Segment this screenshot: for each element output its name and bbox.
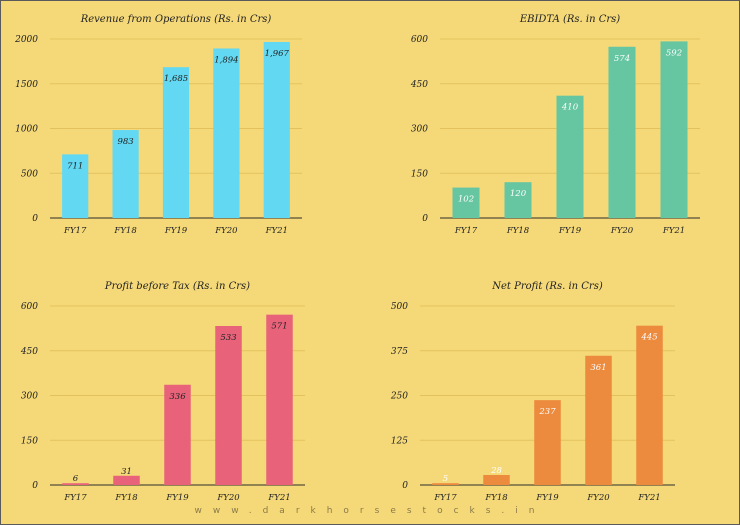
bar xyxy=(62,483,89,485)
bar xyxy=(62,154,89,218)
watermark: www.darkhorsestocks.in xyxy=(194,506,546,516)
y-tick-label: 150 xyxy=(21,436,38,446)
y-tick-label: 300 xyxy=(21,392,38,402)
chart-net-profit-svg: Net Profit (Rs. in Crs) 0 125 250 375 500 5 FY1… xyxy=(390,281,675,503)
bar xyxy=(113,475,140,485)
y-tick-label: 500 xyxy=(391,302,408,312)
y-tick-label: 600 xyxy=(21,302,38,312)
bar-value-label: 237 xyxy=(538,407,556,417)
chart-pbt: Profit before Tax (Rs. in Crs) 0 150 300 450… xyxy=(0,262,370,524)
bar xyxy=(660,41,688,219)
x-tick-label: FY20 xyxy=(216,493,240,503)
chart-title: Profit before Tax (Rs. in Crs) xyxy=(104,281,250,292)
chart-title: EBIDTA (Rs. in Crs) xyxy=(519,14,620,25)
x-tick-label: FY21 xyxy=(265,226,288,236)
chart-net-profit: Net Profit (Rs. in Crs) 0 125 250 375 500 5 FY1… xyxy=(370,262,740,524)
y-tick-label: 0 xyxy=(422,214,428,224)
y-tick-label: 2000 xyxy=(14,35,38,45)
bar-value-label: 711 xyxy=(67,161,83,171)
y-tick-label: 300 xyxy=(411,125,428,135)
bar xyxy=(483,474,510,485)
bar-value-label: 6 xyxy=(73,474,79,484)
y-tick-label: 150 xyxy=(411,169,428,179)
chart-ebidta-svg: EBIDTA (Rs. in Crs) 0 150 300 450 600 102 FY17 1… xyxy=(410,14,700,236)
bar xyxy=(608,46,636,218)
chart-pbt-svg: Profit before Tax (Rs. in Crs) 0 150 300 450… xyxy=(20,281,305,503)
bar-value-label: 336 xyxy=(169,392,186,402)
bar-value-label: 983 xyxy=(117,137,133,147)
x-tick-label: FY19 xyxy=(165,493,189,503)
bar xyxy=(164,384,191,485)
bar xyxy=(112,130,139,218)
x-tick-label: FY18 xyxy=(506,226,530,236)
x-tick-label: FY17 xyxy=(63,493,87,503)
chart-revenue-svg: Revenue from Operations (Rs. in Crs) 0 500… xyxy=(14,14,302,236)
y-tick-label: 0 xyxy=(32,214,38,224)
bar xyxy=(636,325,663,485)
bar xyxy=(215,325,242,485)
x-tick-label: FY19 xyxy=(535,493,559,503)
bar-value-label: 28 xyxy=(490,466,502,476)
bar-value-label: 592 xyxy=(666,48,682,58)
y-tick-label: 1500 xyxy=(15,80,38,90)
bar-value-label: 1,967 xyxy=(265,49,290,59)
bar xyxy=(432,483,459,485)
y-tick-label: 450 xyxy=(20,347,38,357)
bar-value-label: 1,685 xyxy=(164,74,188,84)
y-tick-label: 0 xyxy=(32,481,38,491)
chart-revenue: Revenue from Operations (Rs. in Crs) 0 500… xyxy=(0,0,370,262)
y-tick-label: 500 xyxy=(21,169,38,179)
bar-value-label: 5 xyxy=(443,474,448,484)
chart-title: Revenue from Operations (Rs. in Crs) xyxy=(80,14,272,25)
bar xyxy=(556,95,584,218)
bar-value-label: 410 xyxy=(561,103,579,113)
bar xyxy=(213,48,240,218)
y-tick-label: 600 xyxy=(411,35,428,45)
bar-value-label: 571 xyxy=(271,322,287,332)
chart-ebidta: EBIDTA (Rs. in Crs) 0 150 300 450 600 102 FY17 1… xyxy=(370,0,740,262)
bar xyxy=(534,400,561,485)
x-tick-label: FY20 xyxy=(586,493,610,503)
x-tick-label: FY18 xyxy=(113,226,137,236)
bar-value-label: 120 xyxy=(510,189,527,199)
bar-value-label: 361 xyxy=(590,363,606,373)
chart-title: Net Profit (Rs. in Crs) xyxy=(491,281,603,292)
y-tick-label: 450 xyxy=(410,80,428,90)
x-tick-label: FY19 xyxy=(558,226,582,236)
y-tick-label: 250 xyxy=(390,392,408,402)
y-tick-label: 125 xyxy=(391,436,408,446)
bar-value-label: 574 xyxy=(614,54,630,64)
x-tick-label: FY20 xyxy=(214,226,238,236)
x-tick-label: FY19 xyxy=(164,226,188,236)
x-tick-label: FY18 xyxy=(114,493,138,503)
bar-value-label: 445 xyxy=(640,333,657,343)
bar-value-label: 533 xyxy=(220,333,236,343)
x-tick-label: FY21 xyxy=(267,493,290,503)
bar xyxy=(263,41,290,219)
bar xyxy=(452,187,480,218)
x-tick-label: FY21 xyxy=(637,493,660,503)
bar-value-label: 102 xyxy=(458,195,474,205)
x-tick-label: FY20 xyxy=(610,226,634,236)
x-tick-label: FY17 xyxy=(433,493,457,503)
y-tick-label: 0 xyxy=(402,481,408,491)
bar xyxy=(585,355,612,485)
bar-value-label: 31 xyxy=(121,467,132,477)
y-tick-label: 375 xyxy=(391,347,408,357)
bar xyxy=(162,67,190,218)
x-tick-label: FY17 xyxy=(63,226,87,236)
bar-value-label: 1,894 xyxy=(214,55,238,65)
bar xyxy=(504,182,532,218)
x-tick-label: FY18 xyxy=(484,493,508,503)
bar xyxy=(266,314,293,485)
x-tick-label: FY17 xyxy=(454,226,478,236)
y-tick-label: 1000 xyxy=(15,125,38,135)
x-tick-label: FY21 xyxy=(662,226,685,236)
